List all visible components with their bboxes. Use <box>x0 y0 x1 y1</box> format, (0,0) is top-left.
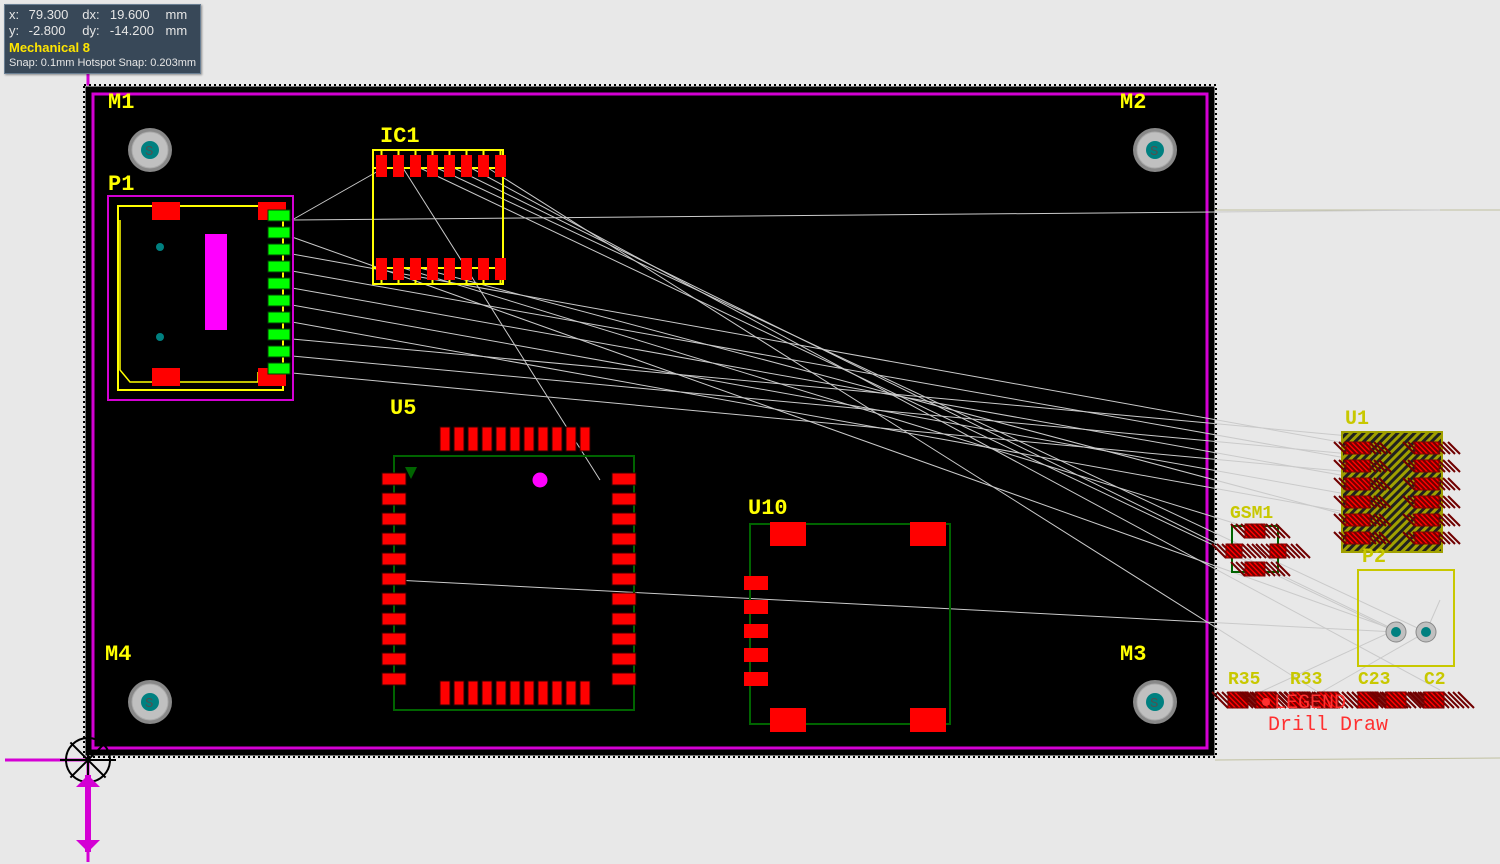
hud-row-y: y: -2.800 dy: -14.200 mm <box>9 23 196 38</box>
mount-hole-M4[interactable]: S <box>128 680 172 724</box>
legend-drill-drawing: Drill Draw <box>1268 714 1388 737</box>
designator-P2: P2 <box>1362 546 1386 569</box>
svg-text:S: S <box>1150 144 1158 160</box>
hud-dy-value: -14.200 <box>110 23 162 38</box>
mount-hole-M3[interactable]: S <box>1133 680 1177 724</box>
designator-R33: R33 <box>1290 670 1322 690</box>
designator-GSM1: GSM1 <box>1230 504 1273 524</box>
svg-text:S: S <box>145 144 153 160</box>
hud-dx-value: 19.600 <box>110 7 162 22</box>
hud-y-value: -2.800 <box>29 23 79 38</box>
designator-U10: U10 <box>748 496 788 521</box>
designator-U1: U1 <box>1345 408 1369 431</box>
designator-C23: C23 <box>1358 670 1390 690</box>
legend-title: LEGEND <box>1274 692 1346 715</box>
hud-mech-layer: Mechanical 8 <box>9 40 196 55</box>
designator-M3: M3 <box>1120 642 1146 667</box>
status-hud: x: 79.300 dx: 19.600 mm y: -2.800 dy: -1… <box>4 4 201 74</box>
mount-hole-M2[interactable]: S <box>1133 128 1177 172</box>
designator-M4: M4 <box>105 642 131 667</box>
hud-y-label: y: <box>9 23 25 38</box>
pcb-canvas[interactable]: S M1 S M2 S M3 S M4 P1 IC1 U5 U10 U1 P2 GSM1 R35 R33 C23 C… <box>0 0 1500 864</box>
designator-P1: P1 <box>108 172 134 197</box>
designator-M1: M1 <box>108 90 134 115</box>
designator-C2: C2 <box>1424 670 1446 690</box>
designator-IC1: IC1 <box>380 124 420 149</box>
designator-M2: M2 <box>1120 90 1146 115</box>
hud-row-x: x: 79.300 dx: 19.600 mm <box>9 7 196 22</box>
mount-hole-M1[interactable]: S <box>128 128 172 172</box>
hud-dx-label: dx: <box>82 7 106 22</box>
hud-snap-text: Snap: 0.1mm Hotspot Snap: 0.203mm <box>9 56 196 71</box>
hud-x-label: x: <box>9 7 25 22</box>
designator-U5: U5 <box>390 396 416 421</box>
hud-units-1: mm <box>166 7 188 22</box>
svg-text:S: S <box>145 696 153 712</box>
hud-x-value: 79.300 <box>29 7 79 22</box>
hud-units-2: mm <box>166 23 188 38</box>
designator-R35: R35 <box>1228 670 1260 690</box>
component-U1[interactable] <box>1334 432 1460 552</box>
svg-text:S: S <box>1150 696 1158 712</box>
hud-dy-label: dy: <box>82 23 106 38</box>
